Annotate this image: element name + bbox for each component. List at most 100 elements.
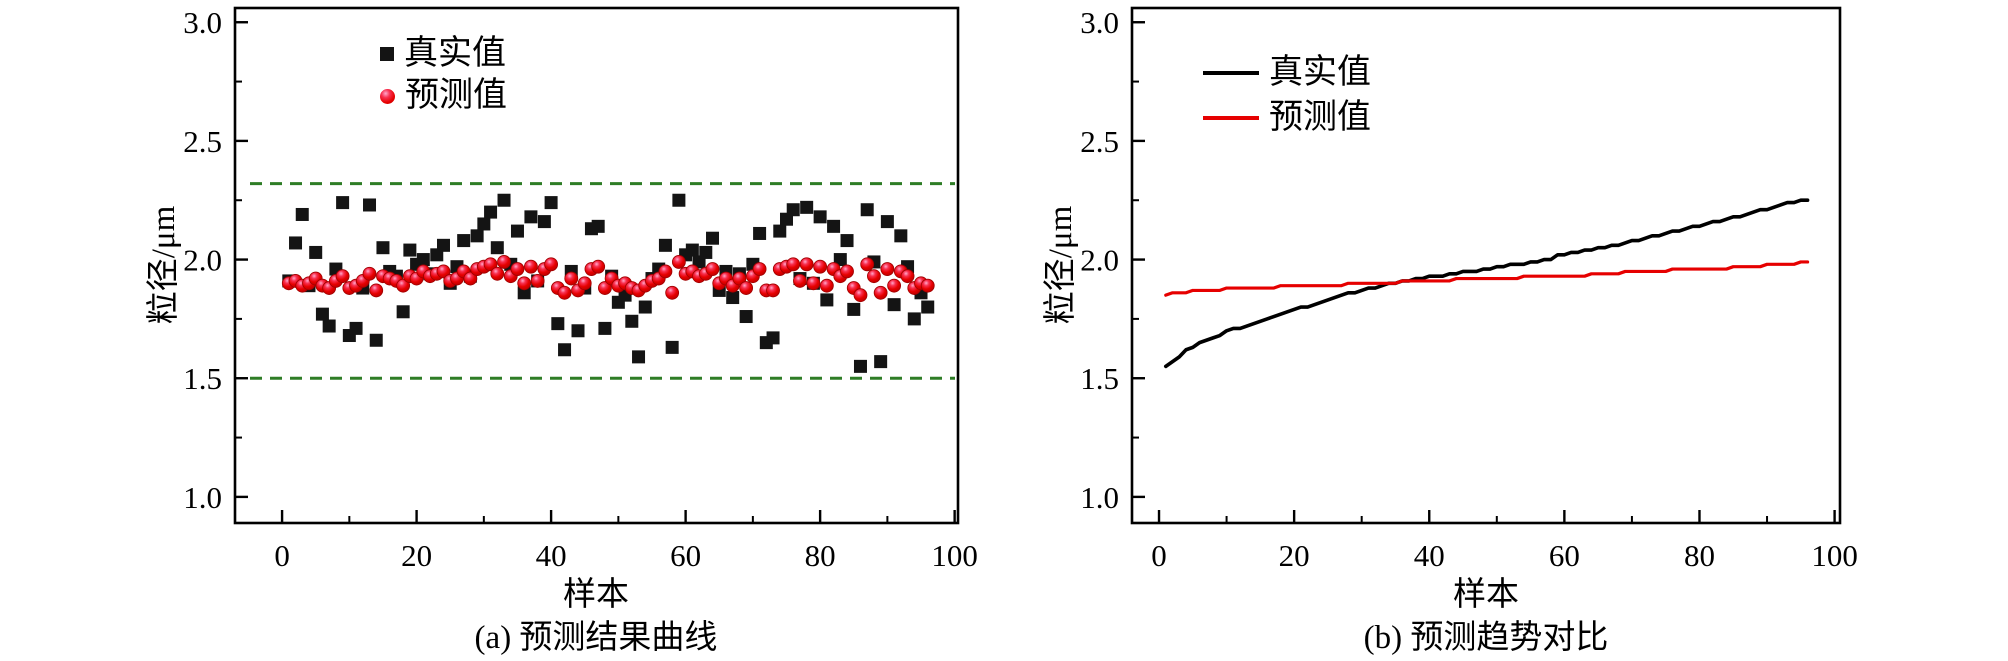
data-point-circle (900, 269, 915, 284)
data-point-circle (819, 278, 834, 293)
data-point-circle (396, 278, 411, 293)
data-point-square (524, 210, 538, 224)
data-point-square (363, 198, 377, 212)
data-point-circle (497, 255, 511, 269)
data-point-square (497, 193, 511, 207)
data-point-square (558, 343, 572, 357)
data-point-square (289, 236, 303, 250)
data-point-square (490, 241, 504, 255)
axes: 0 20 40 60 80 100 1.0 1.5 2.0 2.5 3.0 (183, 5, 978, 573)
data-point-square (477, 217, 491, 231)
x-tick-label: 100 (1811, 538, 1858, 573)
data-point-circle (766, 283, 780, 298)
data-point-square (786, 203, 800, 217)
data-point-square (847, 302, 861, 316)
panel-b-x-axis-label: 样本 (1453, 577, 1519, 613)
data-point-square (537, 215, 551, 229)
data-point-square (457, 234, 471, 248)
data-point-square (625, 314, 639, 328)
data-point-square (336, 196, 350, 210)
panel-b-y-axis-label: 粒径/μm (1043, 205, 1079, 325)
y-tick-label: 1.5 (183, 361, 222, 396)
x-tick-label: 20 (1279, 538, 1310, 573)
data-point-circle (752, 262, 767, 276)
data-point-square (376, 241, 390, 255)
data-point-square (510, 224, 524, 238)
data-point-square (820, 293, 834, 307)
y-tick-label: 1.5 (1080, 361, 1119, 396)
legend-item-predicted-values: 预测值 (380, 75, 507, 117)
data-point-circle (867, 269, 881, 284)
y-tick-label: 3.0 (1080, 5, 1119, 40)
data-point-square (484, 205, 498, 219)
data-point-circle (853, 288, 868, 303)
x-tick-label: 60 (670, 538, 701, 573)
data-point-square (598, 321, 612, 335)
data-point-circle (813, 259, 828, 274)
data-point-square (887, 298, 901, 312)
data-point-square (369, 333, 383, 347)
data-point-circle (840, 264, 854, 279)
data-point-square (685, 243, 699, 257)
data-point-square (726, 291, 740, 305)
data-point-square (658, 238, 672, 252)
data-point-square (813, 210, 827, 224)
panel-b-caption: (b) 预测趋势对比 (1363, 620, 1609, 656)
x-tick-label: 0 (274, 538, 290, 573)
data-point-square (753, 226, 767, 240)
true-values-line-marker-icon (1203, 70, 1259, 75)
data-point-square (309, 245, 323, 259)
panel-a-legend: 真实值 预测值 (380, 33, 507, 117)
predicted-values-circle-marker-icon (380, 88, 395, 104)
data-point-square (517, 286, 531, 300)
data-point-square (833, 253, 847, 267)
data-point-circle (671, 255, 686, 269)
data-point-square (349, 321, 363, 335)
x-tick-label: 80 (1684, 538, 1715, 573)
panel-b: 0 20 40 60 80 100 1.0 1.5 2.0 2.5 3.0 (1080, 5, 1858, 573)
x-tick-label: 80 (805, 538, 836, 573)
x-tick-label: 100 (931, 538, 978, 573)
data-point-square (699, 245, 713, 259)
legend-label-true-values: 真实值 (404, 35, 506, 72)
data-point-square (396, 305, 410, 319)
x-tick-label: 60 (1549, 538, 1580, 573)
x-tick-label: 40 (1414, 538, 1445, 573)
data-point-square (921, 300, 935, 314)
line-true-values (1163, 198, 1810, 369)
data-point-circle (786, 257, 801, 272)
data-point-circle (557, 285, 572, 300)
data-point-square (403, 243, 417, 257)
legend-label-true-values: 真实值 (1269, 53, 1371, 91)
panel-a-x-axis-label: 样本 (563, 577, 629, 613)
line-predicted-values (1164, 260, 1810, 297)
data-point-circle (665, 285, 680, 300)
y-tick-label: 1.0 (183, 480, 222, 515)
legend-item-true-values: 真实值 (380, 33, 507, 75)
data-point-circle (598, 281, 612, 295)
data-point-circle (658, 264, 673, 279)
series-predicted-values (281, 255, 935, 303)
panel-a-caption: (a) 预测结果曲线 (474, 620, 718, 656)
data-point-circle (490, 266, 505, 281)
legend-label-predicted-values: 预测值 (405, 77, 507, 114)
data-point-square (874, 355, 888, 369)
data-point-square (766, 331, 780, 345)
x-tick-label: 40 (536, 538, 567, 573)
data-point-circle (564, 271, 579, 286)
data-point-square (416, 253, 430, 267)
panel-b-legend: 真实值 预测值 (1203, 50, 1371, 140)
plot-frame (1130, 6, 1842, 525)
data-point-square (632, 350, 646, 364)
data-point-square (907, 312, 921, 326)
data-point-square (315, 307, 329, 321)
data-point-square (880, 215, 894, 229)
data-point-square (544, 196, 558, 210)
data-point-square (706, 231, 720, 245)
data-point-circle (483, 257, 498, 272)
panel-a-y-axis-label: 粒径/μm (146, 205, 182, 325)
data-point-square (470, 229, 484, 243)
data-point-square (827, 219, 841, 233)
data-point-circle (524, 259, 538, 274)
